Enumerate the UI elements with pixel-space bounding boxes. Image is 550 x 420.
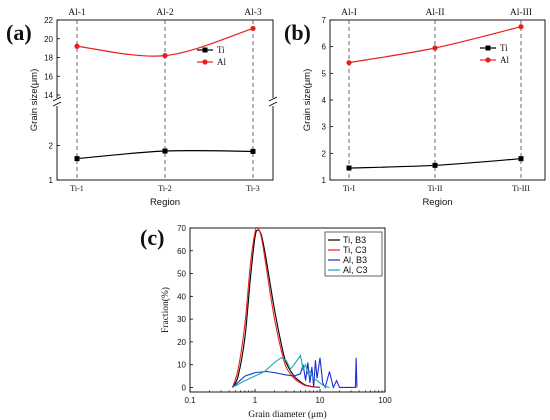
legend-label-0: Ti (500, 43, 508, 53)
data-point-ti (250, 148, 256, 154)
axis-break-mark-1 (268, 101, 278, 107)
data-point-al (346, 60, 352, 66)
y-tick-label: 16 (44, 72, 53, 81)
x-tick-label-top: Al-I (341, 8, 357, 18)
axis-break-mark-0 (52, 96, 62, 102)
data-point-al (250, 25, 256, 32)
y-tick-label: 50 (177, 270, 186, 279)
panel-c-chart: 0 10 20 30 40 50 60 70 0.1 1 10 100 Grain diameter (… (160, 224, 392, 420)
y-tick-label: 14 (44, 91, 53, 100)
axis-break-gap-1 (269, 98, 277, 106)
x-tick-label-bottom: Ti-2 (158, 184, 172, 193)
y-tick-label: 2 (49, 142, 54, 151)
data-point-ti (432, 162, 438, 168)
y-tick-label: 7 (322, 16, 327, 25)
axis-break-gap-0 (53, 98, 61, 106)
legend-marker-0 (485, 45, 491, 51)
data-point-ti (518, 156, 524, 162)
x-tick-label: 10 (316, 396, 325, 405)
x-tick-label-bottom: Ti-1 (70, 184, 84, 193)
y-tick-label: 6 (322, 43, 327, 52)
y-tick-label: 18 (44, 54, 53, 63)
y-tick-label: 10 (177, 361, 186, 370)
panel-a-chart: 14 16 18 20 22 1 2 Ti-1 Ti-2 Ti-3 Al-1 Al-2 Al-3 Regi… (29, 8, 278, 208)
x-tick-label-top: Al-1 (68, 8, 86, 18)
x-tick-label-bottom: Ti-I (343, 184, 355, 193)
x-tick-label-bottom: Ti-III (512, 184, 530, 193)
series-line-al-c3 (232, 354, 330, 388)
legend-label-1: Al (500, 55, 509, 65)
x-tick-label-top: Al-III (510, 8, 532, 18)
y-axis-title: Fraction(%) (160, 287, 171, 333)
legend-marker-1 (202, 59, 208, 65)
x-tick-label-top: Al-3 (244, 8, 262, 18)
legend-box (324, 231, 383, 277)
series-line-al-b3 (232, 357, 358, 390)
y-tick-label: 4 (322, 96, 327, 105)
legend-label-2: Al, B3 (343, 255, 367, 265)
x-tick-label-top: Al-II (426, 8, 445, 18)
data-point-al (162, 53, 168, 59)
axis-break-mark-1 (268, 96, 278, 102)
x-axis-title: Region (150, 197, 180, 208)
y-tick-label: 70 (177, 224, 186, 233)
data-point-ti (162, 148, 168, 154)
series-line-ti-c3 (231, 226, 321, 388)
y-tick-label: 40 (177, 292, 186, 301)
y-tick-label: 20 (44, 35, 53, 44)
y-tick-label: 3 (322, 123, 327, 132)
x-tick-label-top: Al-2 (156, 8, 174, 18)
data-point-ti (74, 156, 80, 162)
y-tick-label: 0 (182, 383, 187, 392)
y-tick-label: 22 (44, 16, 53, 25)
y-axis-title: Grain size(μm) (302, 69, 313, 131)
x-axis-title: Grain diameter (μm) (248, 409, 326, 420)
y-tick-label: 60 (177, 247, 186, 256)
legend-label-0: Ti (217, 45, 225, 55)
plot-frame (329, 19, 546, 181)
legend-marker-1 (485, 57, 491, 63)
x-tick-label: 1 (253, 396, 258, 405)
y-tick-label: 5 (322, 69, 327, 78)
legend-marker-0 (202, 47, 208, 53)
x-tick-label-bottom: Ti-3 (246, 184, 260, 193)
panel-b-chart: 1 2 3 4 5 6 7 Ti-I Ti-II Ti-III Al-I Al-II Al-III Reg… (302, 8, 546, 208)
x-tick-label: 0.1 (184, 396, 196, 405)
y-tick-label: 2 (322, 149, 327, 158)
data-point-al (518, 24, 524, 30)
y-tick-label: 20 (177, 338, 186, 347)
plot-frame (189, 227, 386, 393)
panel-b-letter: (b) (284, 20, 311, 45)
series-line-ti-b3 (231, 229, 321, 388)
y-tick-label: 30 (177, 315, 186, 324)
axis-break-mark-0 (52, 101, 62, 107)
y-tick-label: 1 (49, 176, 54, 185)
data-point-al (432, 45, 438, 51)
x-tick-label: 100 (378, 396, 392, 405)
panel-a-letter: (a) (6, 20, 32, 45)
x-axis-title: Region (422, 197, 452, 208)
y-tick-label: 1 (322, 176, 327, 185)
legend-label-0: Ti, B3 (343, 235, 366, 245)
legend-label-1: Ti, C3 (343, 245, 367, 255)
y-axis-title: Grain size(μm) (29, 69, 40, 131)
data-point-ti (346, 165, 352, 171)
legend-label-1: Al (217, 57, 226, 67)
data-point-al (74, 43, 80, 49)
x-tick-label-bottom: Ti-II (428, 184, 443, 193)
panel-c-letter: (c) (140, 225, 164, 250)
legend-label-3: Al, C3 (343, 265, 368, 275)
